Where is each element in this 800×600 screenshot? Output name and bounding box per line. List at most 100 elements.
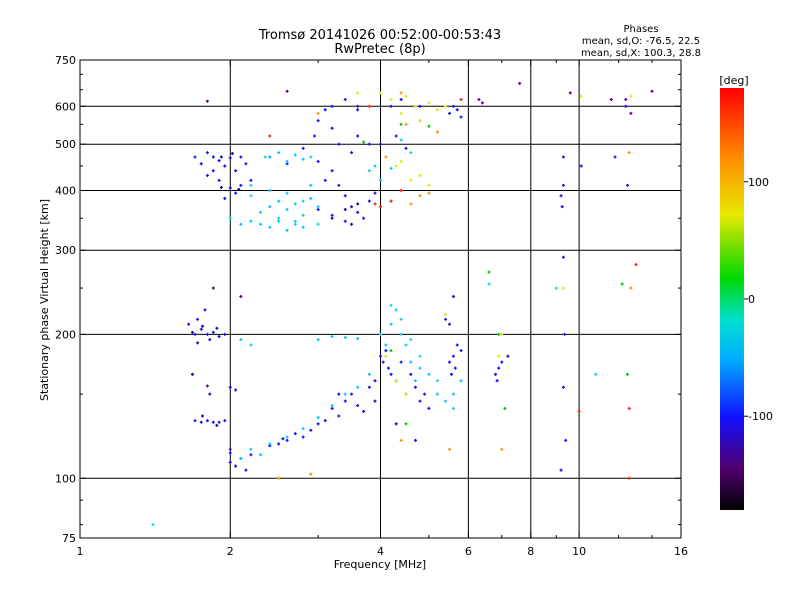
data-point — [201, 414, 205, 418]
data-point — [389, 349, 393, 353]
data-point — [234, 464, 238, 468]
data-point — [330, 403, 334, 407]
data-point — [399, 360, 403, 364]
data-point — [285, 89, 289, 93]
data-point — [367, 199, 371, 203]
data-point — [379, 354, 382, 358]
data-point — [627, 476, 631, 480]
data-point — [309, 428, 313, 432]
data-point — [277, 442, 281, 446]
data-point — [367, 169, 371, 173]
data-point — [301, 435, 305, 439]
data-point — [409, 360, 413, 364]
data-point — [343, 219, 347, 223]
data-point — [455, 343, 459, 347]
data-point — [560, 205, 564, 209]
data-point — [211, 286, 215, 290]
y-tick-label: 200 — [55, 328, 76, 341]
data-point — [427, 372, 431, 376]
data-point — [413, 104, 417, 108]
data-point — [356, 210, 360, 214]
data-point — [451, 104, 455, 108]
data-point — [624, 104, 628, 108]
data-point — [211, 420, 215, 424]
data-point — [309, 183, 313, 187]
data-point — [579, 94, 583, 98]
data-point — [399, 98, 403, 102]
data-point — [343, 194, 347, 198]
data-point — [495, 379, 499, 383]
data-point — [223, 419, 227, 423]
data-point — [384, 343, 388, 347]
axes-layer: 1 2 4 6 8 10 16 75 100 200 300 400 500 600 750 — [55, 54, 688, 558]
data-point — [579, 164, 583, 168]
data-point — [409, 151, 413, 155]
data-point — [399, 111, 403, 115]
data-point — [239, 183, 243, 187]
data-point — [356, 202, 360, 206]
data-point — [455, 108, 459, 112]
data-point — [389, 372, 393, 376]
colorbar — [720, 88, 744, 510]
data-point — [285, 435, 289, 439]
colorbar-label: [deg] — [719, 74, 748, 87]
data-point — [435, 108, 439, 112]
data-point — [277, 216, 281, 220]
data-point — [223, 164, 227, 168]
data-point — [263, 155, 267, 159]
data-point — [285, 159, 289, 163]
x-tick-label: 10 — [572, 545, 586, 558]
data-point — [477, 98, 481, 102]
data-point — [356, 403, 360, 407]
data-point — [223, 332, 227, 336]
data-point — [205, 151, 209, 155]
data-point — [404, 122, 408, 126]
data-point — [215, 326, 219, 330]
data-point — [399, 91, 403, 95]
data-point — [448, 447, 452, 451]
data-point — [268, 188, 272, 192]
data-point — [625, 183, 629, 187]
data-point — [301, 225, 305, 229]
data-point — [373, 379, 377, 383]
data-point — [356, 91, 360, 95]
data-point — [559, 194, 563, 198]
data-point — [205, 173, 209, 177]
data-point — [444, 104, 448, 108]
phase-stats-x: mean, sd,X: 100.3, 28.8 — [581, 48, 701, 59]
data-point — [624, 98, 628, 102]
data-point — [196, 341, 200, 345]
data-point — [237, 187, 241, 191]
data-point — [268, 225, 272, 229]
data-point — [239, 295, 243, 299]
data-point — [394, 308, 398, 312]
data-point — [323, 108, 327, 112]
data-point — [356, 104, 360, 108]
data-point — [413, 385, 417, 389]
data-point — [453, 366, 457, 370]
data-point — [404, 146, 408, 150]
data-point — [451, 295, 455, 299]
data-point — [448, 322, 452, 326]
data-point — [234, 169, 238, 173]
data-point — [399, 122, 403, 126]
data-point — [418, 194, 422, 198]
data-point — [228, 460, 232, 464]
data-point — [629, 111, 633, 115]
data-point — [379, 332, 382, 336]
data-point — [503, 406, 507, 410]
data-point — [293, 219, 297, 223]
data-point — [563, 332, 567, 336]
data-point — [389, 322, 393, 326]
data-point — [386, 366, 390, 370]
data-point — [459, 349, 463, 353]
data-point — [239, 456, 243, 460]
data-point — [211, 330, 215, 334]
x-tick-label: 16 — [674, 545, 688, 558]
data-point — [343, 208, 347, 212]
data-point — [427, 124, 431, 128]
data-point — [451, 392, 455, 396]
data-point — [404, 422, 408, 426]
data-point — [199, 420, 203, 424]
data-point — [316, 111, 320, 115]
